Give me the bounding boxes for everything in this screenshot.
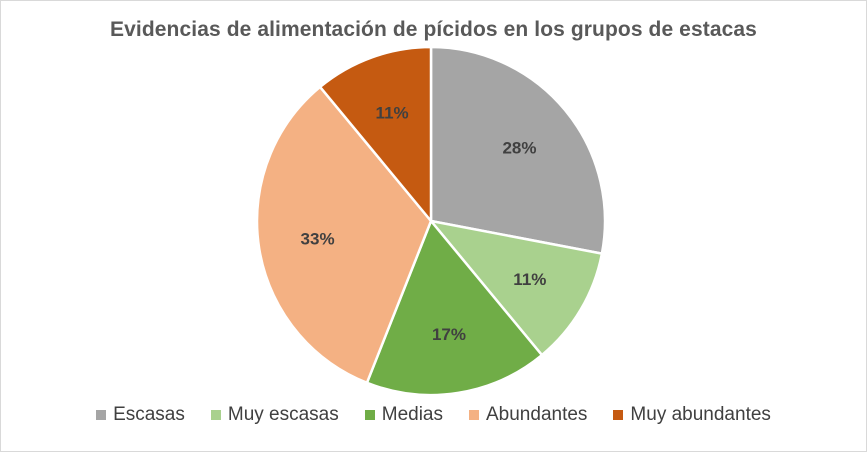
data-label-muy-escasas: 11% [513,270,546,289]
data-label-escasas: 28% [502,138,536,157]
legend-label-abundantes: Abundantes [486,404,588,425]
chart-title: Evidencias de alimentación de pícidos en… [110,18,757,41]
legend-item-medias: Medias [364,404,443,426]
legend-swatch-escasas [96,410,107,420]
legend-swatch-muy-abundantes [613,410,624,420]
chart-legend: Escasas Muy escasas Medias Abundantes Muy ab… [0,404,867,426]
data-label-medias: 17% [432,325,466,344]
legend-label-medias: Medias [381,404,443,425]
legend-label-muy-abundantes: Muy abundantes [630,404,771,425]
legend-item-abundantes: Abundantes [469,404,587,426]
pie-slice-abundantes [255,85,433,385]
data-label-muy-abundantes: 11% [376,103,409,122]
legend-swatch-medias [364,410,375,420]
pie-slice-muy-abundantes [318,45,433,223]
data-label-abundantes: 33% [301,229,335,248]
pie-slice-medias [365,219,544,397]
legend-swatch-abundantes [469,410,479,420]
pie-slice-muy-escasas [429,219,604,357]
pie-slice-escasas [429,45,607,255]
legend-item-muy-escasas: Muy escasas [210,404,339,426]
legend-item-escasas: Escasas [96,404,185,426]
legend-label-escasas: Escasas [113,404,185,425]
legend-item-muy-abundantes: Muy abundantes [613,404,771,426]
legend-label-muy-escasas: Muy escasas [227,404,339,425]
legend-swatch-muy-escasas [210,410,221,420]
